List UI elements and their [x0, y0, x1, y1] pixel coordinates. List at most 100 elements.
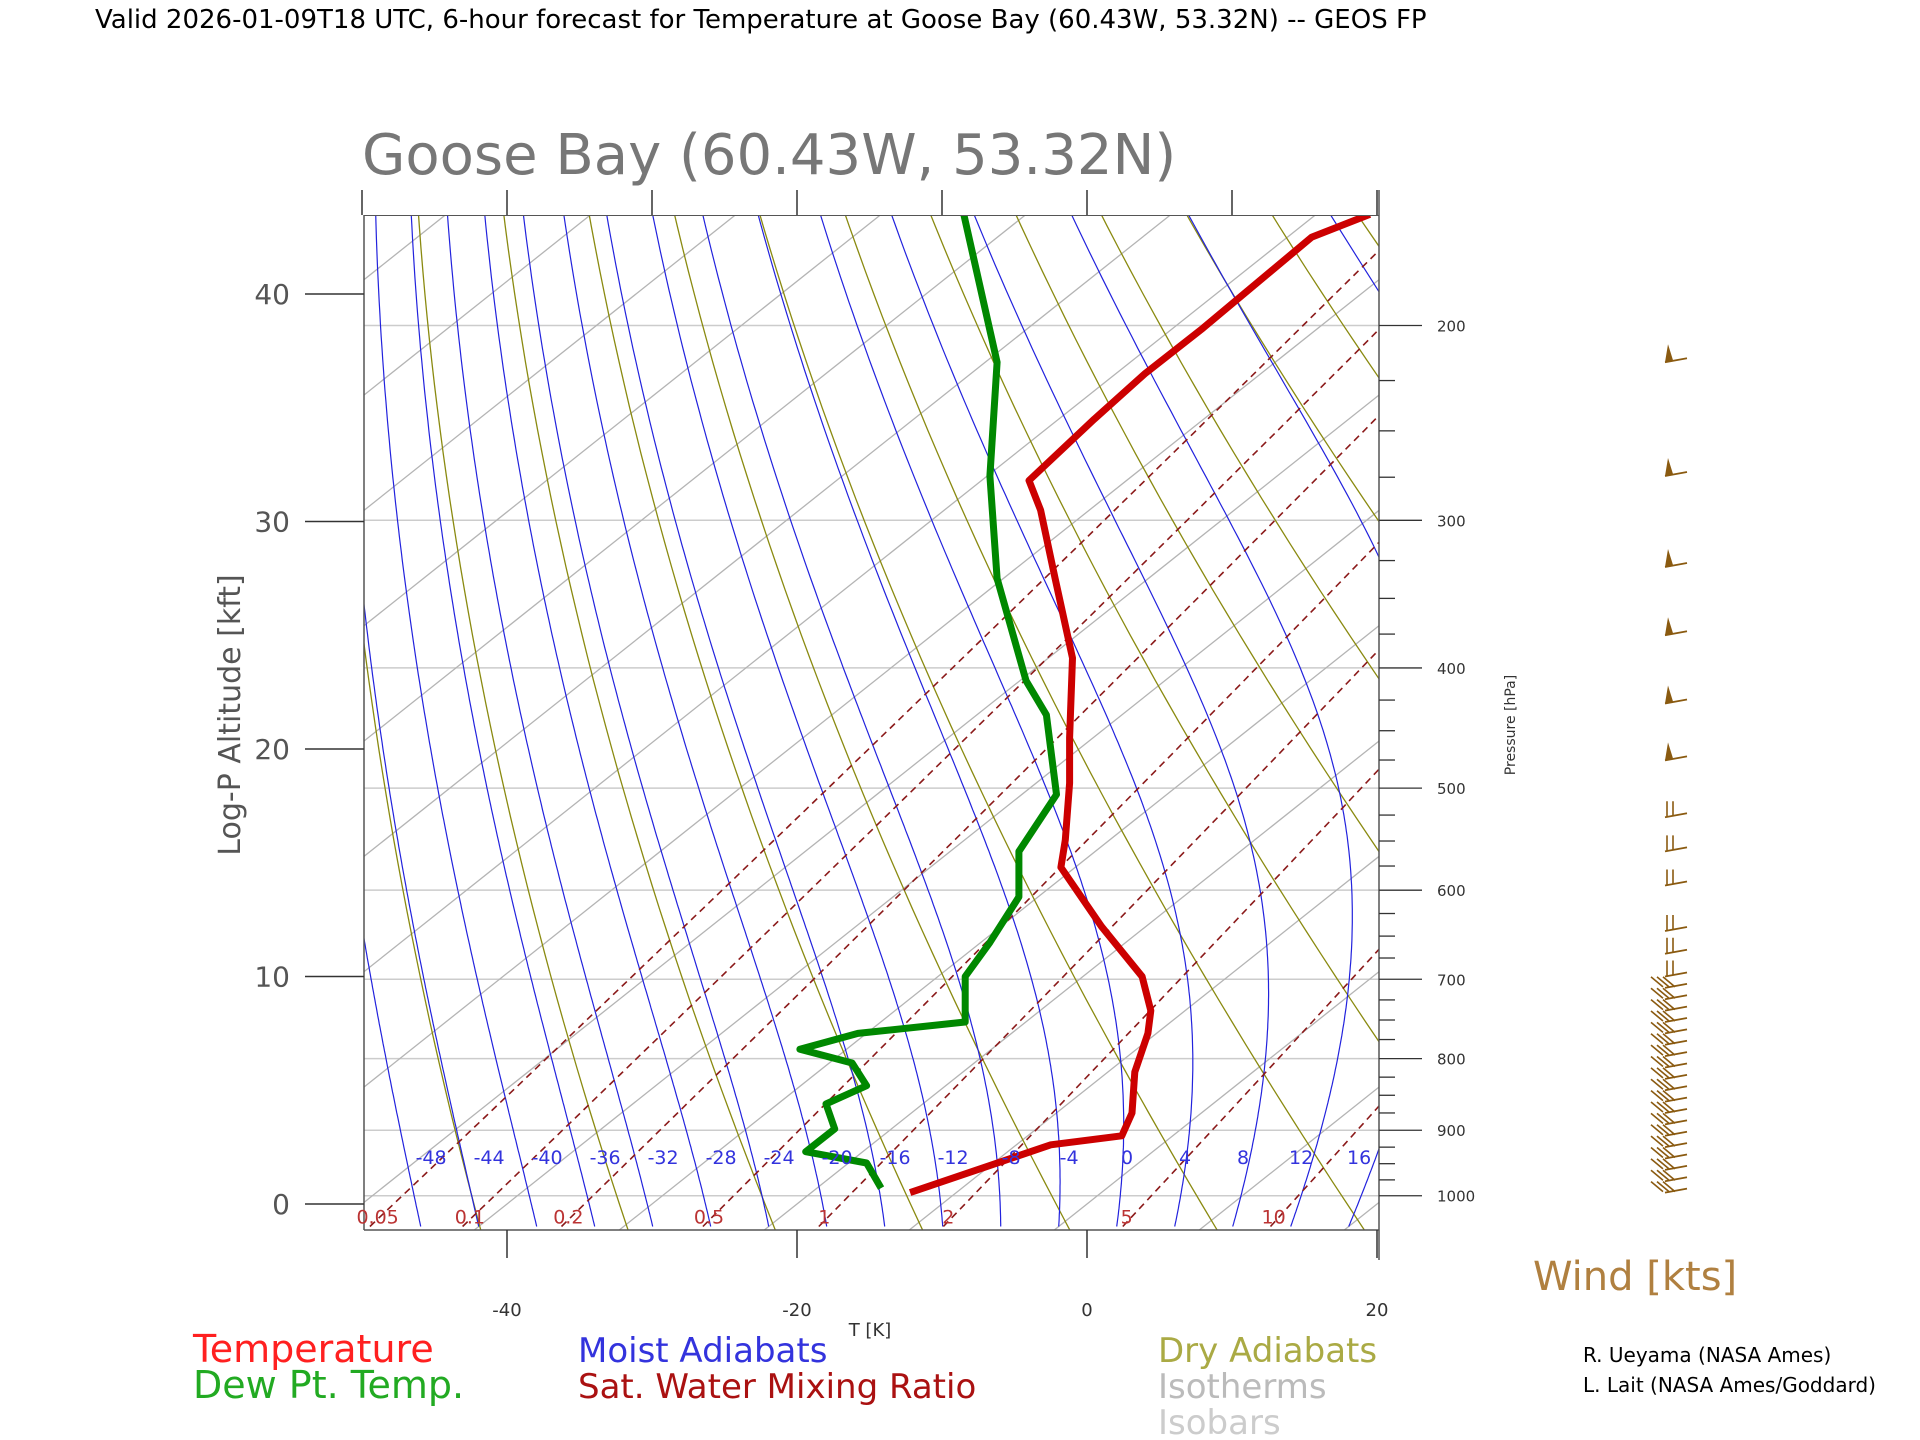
- dry-adiabat-line: [1271, 215, 1379, 380]
- moist-adiabat-line: [410, 215, 596, 1227]
- dry-adiabat-line: [364, 638, 482, 1230]
- dry-adiabat-line: [245, 158, 338, 1250]
- mixing-ratio-label: 0.5: [694, 1206, 724, 1228]
- moist-adiabat-line: [702, 215, 1002, 1227]
- mixing-ratio-line: [560, 414, 1379, 1228]
- isotherm-line: [364, 215, 737, 512]
- dry-adiabat-line: [588, 215, 924, 1230]
- wind-barb-flag: [1650, 976, 1664, 988]
- moist-adiabat-label: 8: [1237, 1147, 1249, 1169]
- pressure-tick-label: 700: [1437, 971, 1466, 989]
- moist-adiabat-line: [606, 215, 886, 1227]
- moist-adiabat-line: [484, 215, 712, 1227]
- isotherm-line: [0, 158, 83, 1250]
- wind-barb-pennant: [1665, 685, 1673, 704]
- moist-adiabat-line: [757, 215, 1061, 1227]
- isotherm-line: [0, 158, 373, 1250]
- dry-adiabat-line: [1356, 215, 1379, 248]
- wind-barb-flag: [1656, 999, 1670, 1011]
- wind-barb: [1650, 1112, 1688, 1126]
- wind-label: Wind [kts]: [1533, 1254, 1737, 1300]
- moist-adiabat-label: 12: [1289, 1147, 1313, 1169]
- isotherm-line: [364, 215, 1172, 858]
- wind-barb: [1650, 1044, 1688, 1058]
- x-axis-label: T [K]: [848, 1320, 892, 1341]
- wind-barb-staff: [1664, 926, 1688, 932]
- mixing-ratio-line: [702, 541, 1379, 1228]
- isotherm-line: [908, 855, 1379, 1230]
- wind-barb-flag: [1662, 1044, 1676, 1056]
- mixing-ratio-label: 0.1: [455, 1206, 485, 1228]
- wind-barb-pennant: [1665, 742, 1673, 761]
- y-axis-label: Log-P Altitude [kft]: [213, 574, 248, 855]
- wind-barb-pennant: [1665, 617, 1673, 636]
- wind-barb-flag: [1662, 1010, 1676, 1022]
- wind-barb-flag: [1650, 1158, 1664, 1170]
- dewpoint-series: [796, 215, 1060, 1190]
- wind-barb: [1664, 344, 1688, 364]
- mixing-ratio-line: [369, 249, 1379, 1228]
- wind-barb-flag: [1656, 1146, 1670, 1159]
- wind-barb-flag: [1656, 1158, 1670, 1170]
- wind-barb-staff: [1664, 357, 1688, 364]
- wind-barb-flag: [1656, 1010, 1670, 1022]
- wind-barb-pennant: [1665, 549, 1673, 567]
- wind-barb: [1650, 1067, 1688, 1080]
- moist-adiabat-label: -32: [648, 1147, 679, 1169]
- moist-adiabat-line: [375, 215, 538, 1227]
- moist-adiabat-line: [446, 215, 654, 1227]
- mixing-ratio-line: [1122, 948, 1379, 1228]
- wind-barb: [1664, 835, 1688, 853]
- moist-adiabat-label: -28: [706, 1147, 737, 1169]
- isotherm-line: [364, 215, 1027, 742]
- wind-barb: [1664, 915, 1688, 932]
- plot-frame-top: [364, 215, 1379, 216]
- dry-adiabat-line: [1402, 158, 1920, 1250]
- isotherm-line: [364, 215, 1317, 973]
- wind-barb-flag: [1662, 987, 1676, 999]
- legend-mixing-ratio: Sat. Water Mixing Ratio: [578, 1367, 976, 1407]
- wind-barb-flag: [1662, 1101, 1676, 1113]
- wind-barb: [1664, 549, 1688, 568]
- moist-adiabat-label: -24: [764, 1147, 795, 1169]
- isotherm-line: [763, 740, 1379, 1230]
- moist-adiabat-label: 0: [1121, 1147, 1133, 1169]
- dry-adiabat-line: [844, 215, 1366, 1230]
- wind-barb-flag: [1650, 1124, 1664, 1136]
- y2-axis-label: Pressure [hPa]: [1503, 675, 1519, 775]
- pressure-tick-label: 500: [1437, 780, 1466, 798]
- moist-adiabat-label: -36: [590, 1147, 621, 1169]
- wind-barb-flag: [1656, 1124, 1670, 1136]
- legend-temperature: Temperature: [192, 1327, 434, 1371]
- wind-barb-flag: [1650, 1090, 1664, 1102]
- dry-adiabat-line: [1484, 158, 1920, 1250]
- wind-barb-flag: [1662, 999, 1676, 1011]
- wind-barb-staff: [1664, 698, 1688, 705]
- moist-adiabat-label: -44: [474, 1147, 505, 1169]
- moist-adiabat-line: [891, 215, 1194, 1227]
- wind-barb: [1664, 685, 1688, 705]
- wind-barb: [1664, 617, 1688, 637]
- moist-adiabat-line: [652, 215, 944, 1227]
- wind-barb-pennant: [1665, 458, 1673, 476]
- dry-adiabat-line: [759, 215, 1218, 1230]
- wind-barb-flag: [1662, 1067, 1676, 1079]
- wind-barb-flag: [1656, 1055, 1670, 1068]
- moist-adiabat-label: -20: [822, 1147, 853, 1169]
- wind-barb-staff: [1664, 948, 1688, 955]
- moist-adiabat-label: -4: [1060, 1147, 1079, 1169]
- credit-lait: L. Lait (NASA Ames/Goddard): [1583, 1373, 1876, 1397]
- wind-barb-flag: [1656, 1169, 1670, 1181]
- mixing-ratio-line: [942, 768, 1379, 1228]
- wind-barb-flag: [1650, 1021, 1664, 1033]
- mixing-ratio-label: 0.2: [553, 1206, 583, 1228]
- moist-adiabat-line: [1187, 215, 1379, 1227]
- legend-isobars: Isobars: [1158, 1403, 1281, 1440]
- wind-barb-flag: [1662, 1078, 1676, 1090]
- wind-barb-flag: [1662, 1181, 1676, 1193]
- wind-barb-flag: [1662, 1169, 1676, 1181]
- y-tick-label: 30: [254, 506, 290, 539]
- mixing-ratio-label: 10: [1262, 1206, 1286, 1228]
- wind-barb-flag: [1656, 976, 1670, 988]
- dewpoint-line: [796, 215, 1060, 1190]
